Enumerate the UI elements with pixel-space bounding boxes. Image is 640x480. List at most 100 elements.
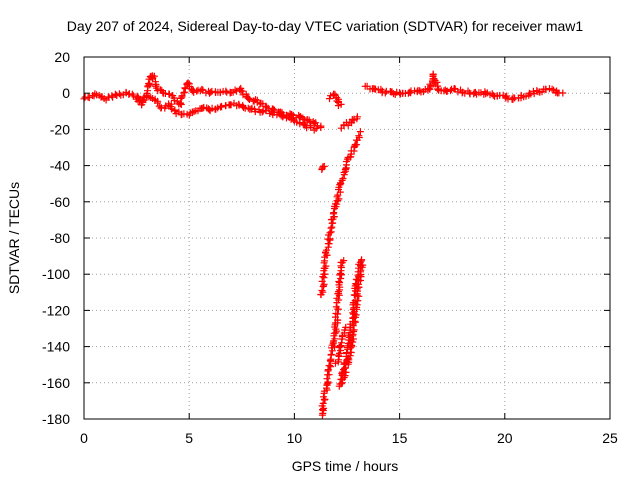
data-point [115, 90, 123, 98]
data-point [425, 85, 433, 93]
data-point [358, 256, 366, 264]
data-point [320, 162, 328, 170]
data-point [318, 287, 326, 294]
data-point [279, 113, 287, 121]
data-point [503, 92, 511, 100]
data-point [299, 114, 307, 122]
chart-title: Day 207 of 2024, Sidereal Day-to-day VTE… [67, 18, 584, 34]
data-point [427, 82, 435, 90]
data-point [333, 97, 341, 105]
data-point [433, 78, 441, 86]
data-point [327, 351, 335, 358]
data-point [353, 113, 361, 121]
data-point [262, 107, 270, 115]
data-point [184, 79, 192, 87]
y-tick-label: -40 [50, 158, 70, 174]
data-point [447, 87, 454, 95]
data-point [377, 85, 385, 93]
y-tick-label: -140 [42, 339, 70, 355]
data-point [245, 95, 253, 103]
data-point [312, 125, 320, 132]
y-axis-label: SDTVAR / TECUs [6, 182, 22, 294]
data-point [190, 108, 198, 115]
data-point [177, 101, 185, 108]
data-point [326, 235, 334, 243]
data-point [559, 89, 567, 97]
y-tick-label: -180 [42, 411, 70, 427]
y-tick-label: -80 [50, 230, 70, 246]
y-tick-label: -20 [50, 121, 70, 137]
data-point [356, 128, 364, 136]
data-point [350, 116, 358, 124]
x-axis-label: GPS time / hours [292, 458, 399, 474]
data-point [340, 368, 348, 376]
data-point [336, 279, 344, 287]
data-point [325, 371, 333, 379]
data-point [128, 90, 136, 98]
data-point [355, 132, 363, 140]
data-point [239, 91, 247, 99]
y-tick-label: 0 [62, 85, 70, 101]
data-point [91, 90, 99, 98]
data-point [238, 87, 246, 95]
data-point [340, 257, 348, 265]
data-point [277, 112, 285, 120]
data-point [240, 104, 248, 111]
data-point [335, 296, 343, 304]
data-point [359, 261, 367, 269]
data-point [548, 85, 556, 93]
data-point [333, 193, 341, 201]
axis-ticks: 0 5 10 15 20 25 -180 -160 -140 -120 -100 -80 -60 -40 -… [42, 49, 618, 446]
x-tick-label: 0 [80, 430, 88, 446]
data-point [482, 90, 490, 98]
data-point [327, 224, 335, 232]
data-point [337, 100, 345, 108]
y-tick-label: -120 [42, 302, 70, 318]
data-point [198, 85, 206, 93]
data-point [180, 89, 188, 97]
data-point [100, 95, 108, 102]
data-point [341, 165, 349, 173]
data-point [139, 97, 147, 105]
data-point [246, 96, 253, 103]
data-point [326, 362, 334, 369]
data-point [339, 175, 347, 182]
data-point [349, 338, 357, 346]
data-point [296, 119, 304, 127]
y-tick-label: 20 [54, 49, 70, 65]
data-point [331, 343, 338, 351]
data-point [112, 91, 120, 98]
data-point [222, 87, 230, 95]
data-point [317, 122, 325, 130]
data-point [416, 87, 424, 95]
data-point [319, 399, 327, 407]
data-point [390, 90, 397, 98]
x-tick-label: 5 [185, 430, 193, 446]
data-point [154, 99, 162, 107]
data-point [330, 209, 338, 217]
data-point [237, 86, 245, 94]
x-tick-label: 25 [602, 430, 618, 446]
data-point [332, 310, 340, 317]
data-point [352, 300, 360, 308]
data-point [218, 103, 226, 111]
x-tick-label: 15 [392, 430, 408, 446]
y-tick-label: -100 [42, 266, 70, 282]
data-point [251, 108, 259, 116]
data-point [324, 378, 332, 386]
data-point [334, 351, 342, 359]
data-point [149, 74, 157, 82]
x-tick-label: 10 [287, 430, 303, 446]
data-point [340, 169, 348, 176]
x-tick-label: 20 [497, 430, 513, 446]
y-tick-label: -60 [50, 194, 70, 210]
data-point [167, 100, 175, 108]
y-tick-label: -160 [42, 375, 70, 391]
data-point [250, 97, 258, 105]
data-point [334, 290, 342, 298]
data-point [350, 291, 358, 299]
data-point [273, 111, 281, 119]
data-point [258, 108, 266, 116]
data-point [326, 229, 334, 237]
